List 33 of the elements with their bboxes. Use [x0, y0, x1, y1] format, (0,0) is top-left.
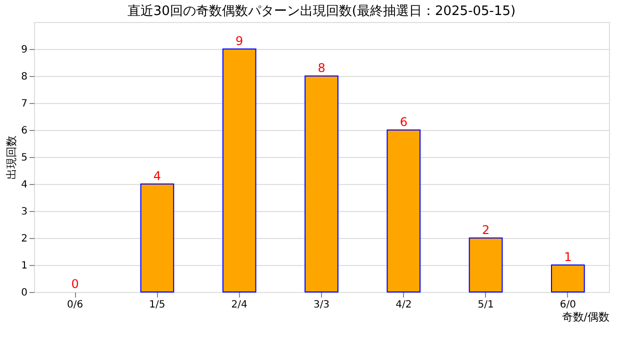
x-tick-label: 2/4 [231, 300, 248, 310]
y-tick-label: 5 [21, 152, 28, 164]
x-tick-label: 6/0 [560, 300, 576, 310]
bar [222, 48, 256, 292]
data-label: 4 [153, 169, 162, 183]
data-label: 8 [318, 61, 326, 75]
x-tick-label: 1/5 [149, 300, 166, 310]
y-tick-label: 4 [21, 180, 28, 190]
y-tick-label: 7 [21, 98, 28, 110]
x-axis-title: 奇数/偶数 [562, 310, 610, 324]
y-tick-label: 3 [21, 206, 28, 218]
x-tick-label: 5/1 [478, 300, 494, 310]
y-tick-label: 2 [21, 234, 28, 244]
data-label: 6 [400, 115, 408, 129]
y-axis-title: 出現回数 [5, 136, 18, 180]
y-tick-label: 0 [21, 288, 28, 298]
bar [551, 264, 585, 292]
x-tick-label: 4/2 [396, 300, 412, 310]
chart-title: 直近30回の奇数偶数パターン出現回数(最終抽選日：2025-05-15) [127, 4, 516, 19]
data-label: 2 [482, 223, 490, 237]
y-tick-label: 1 [21, 260, 28, 272]
data-label: 9 [236, 34, 244, 48]
y-tick-label: 8 [21, 72, 28, 82]
bar [386, 130, 421, 292]
y-tick-label: 9 [21, 44, 28, 56]
data-label: 0 [71, 277, 79, 291]
bar [140, 184, 174, 292]
bar [304, 76, 338, 292]
x-tick-label: 0/6 [67, 300, 84, 310]
x-tick-label: 3/3 [313, 300, 330, 310]
bar [468, 238, 503, 292]
y-tick-label: 6 [21, 126, 28, 136]
data-label: 1 [564, 250, 572, 264]
